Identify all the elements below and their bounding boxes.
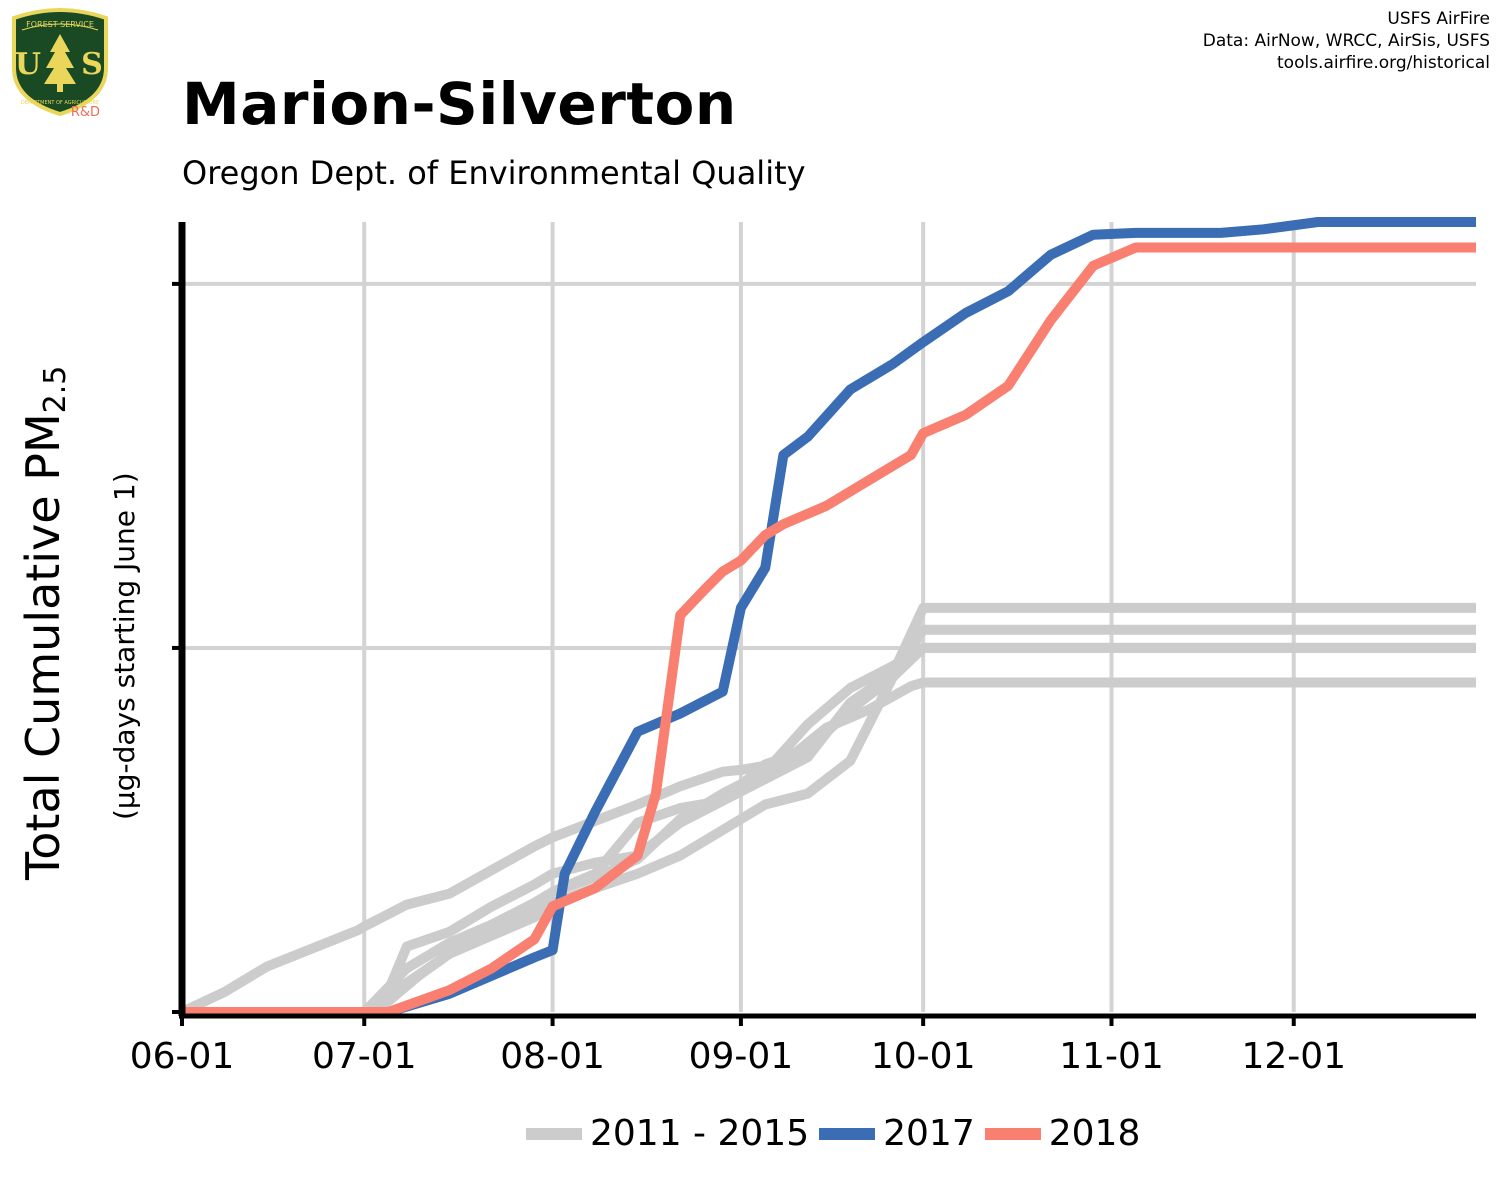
legend-swatch [984, 1127, 1041, 1140]
series-line-2011-2015 [182, 602, 1476, 1017]
series-line-2011-2015 [182, 624, 1476, 1017]
x-tick-label: 06-01 [130, 1036, 235, 1077]
logo-rd-badge: R&D [71, 105, 100, 120]
legend-item-2017: 2017 [819, 1113, 975, 1154]
legend-label: 2017 [883, 1113, 975, 1154]
credit-line: USFS AirFire [1387, 9, 1490, 29]
legend-item-2011-2015: 2011 - 2015 [526, 1113, 809, 1154]
x-tick-label: 07-01 [312, 1036, 417, 1077]
series-line-2011-2015 [182, 642, 1476, 1017]
series-highlight [182, 217, 1476, 1017]
logo-bottom-text: DEPARTMENT OF AGRICULTURE [21, 100, 99, 106]
legend-swatch [526, 1127, 582, 1140]
x-tick-label: 08-01 [500, 1036, 605, 1077]
series-line-2011-2015 [182, 642, 1476, 1017]
legend-item-2018: 2018 [984, 1113, 1141, 1154]
logo-top-text: FOREST SERVICE [26, 20, 94, 29]
x-tick-label: 11-01 [1059, 1036, 1164, 1077]
series-2011-2015 [179, 602, 1476, 1017]
legend-swatch [819, 1127, 876, 1140]
usfs-shield-icon: FOREST SERVICE U S DEPARTMENT OF AGRICUL… [12, 8, 108, 120]
svg-text:U: U [15, 47, 41, 82]
series-line-2017 [182, 217, 1476, 1017]
x-tick-label: 10-01 [871, 1036, 976, 1077]
credit-line: Data: AirNow, WRCC, AirSis, USFS [1202, 31, 1490, 51]
credit-line: tools.airfire.org/historical [1277, 53, 1490, 73]
x-tick-label: 12-01 [1241, 1036, 1346, 1077]
legend-label: 2018 [1048, 1113, 1141, 1154]
axes [172, 222, 1476, 1019]
gridlines [180, 222, 1476, 1012]
legend: 2011 - 2015 2017 2018 [526, 1113, 1150, 1154]
legend-label: 2011 - 2015 [590, 1113, 810, 1154]
x-tick-label: 09-01 [689, 1036, 794, 1077]
x-axis-ticks: 06-01 07-01 08-01 09-01 10-01 11-01 12-01 [130, 1016, 1346, 1077]
svg-text:S: S [81, 47, 103, 82]
usfs-shield-logo: FOREST SERVICE U S DEPARTMENT OF AGRICUL… [8, 8, 112, 120]
chart-title: Marion-Silverton [182, 70, 737, 138]
credits: USFS AirFire Data: AirNow, WRCC, AirSis,… [1203, 8, 1490, 74]
series-line-2018 [182, 242, 1476, 1017]
chart-subtitle: Oregon Dept. of Environmental Quality [182, 154, 806, 192]
